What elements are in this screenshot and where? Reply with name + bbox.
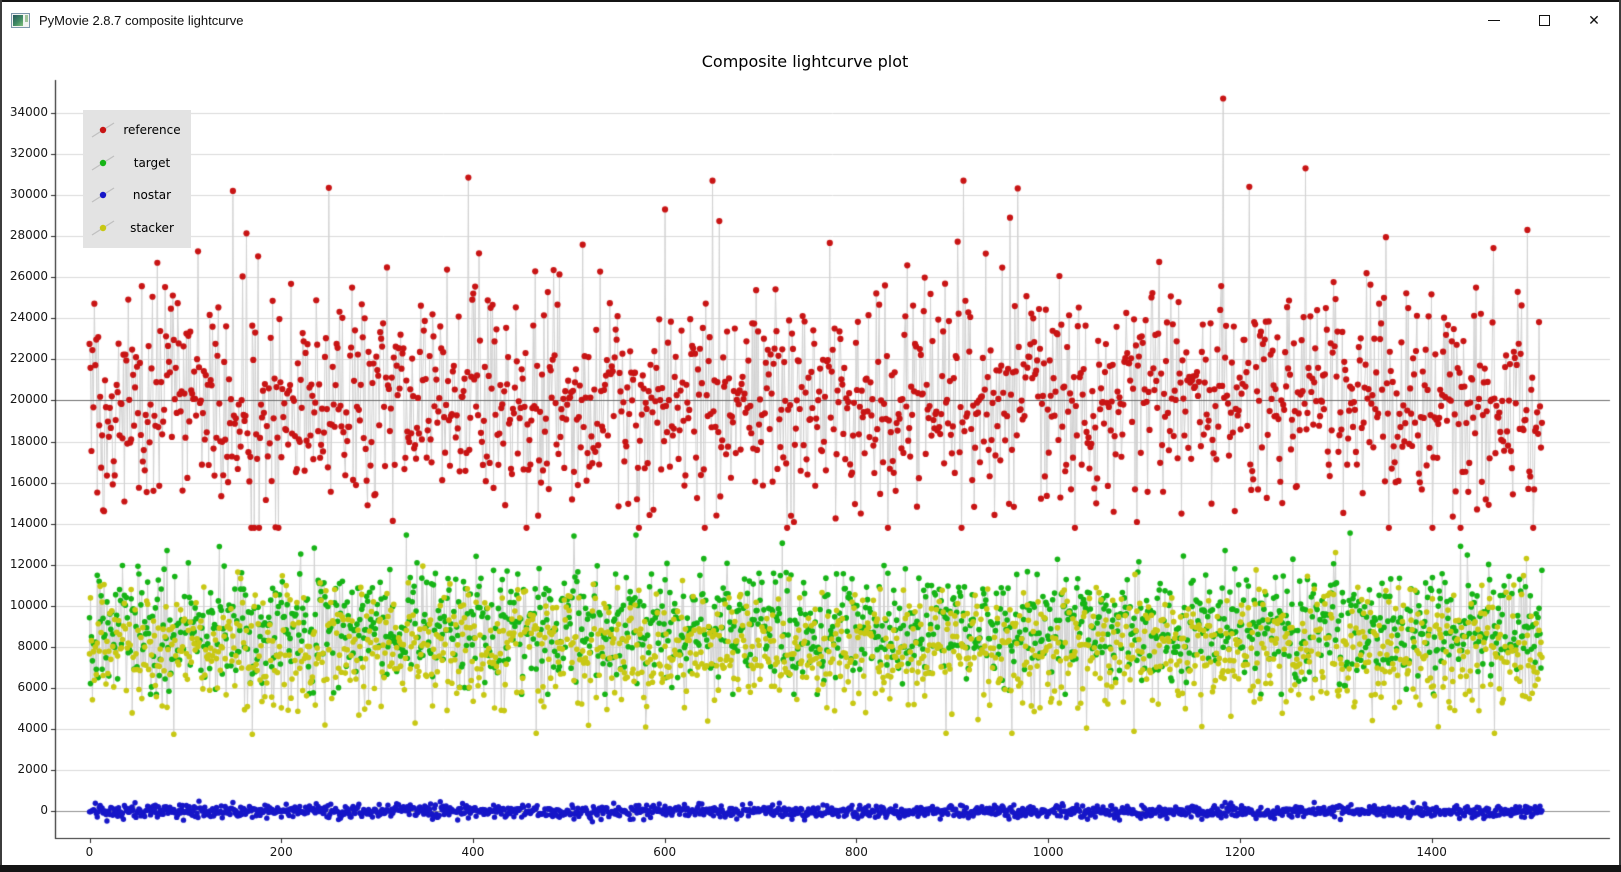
minimize-icon [1488,19,1500,21]
y-tick-label: 2000 [17,762,48,777]
y-tick-label: 30000 [9,187,48,202]
y-tick-label: 8000 [17,638,48,653]
y-tick-label: 4000 [17,721,48,736]
titlebar: PyMovie 2.8.7 composite lightcurve ✕ [2,2,1619,38]
x-tick-label: 0 [85,845,94,859]
legend: reference target nostar stacker [83,110,191,248]
legend-label: target [133,155,171,170]
x-tick-label: 1400 [1416,845,1447,859]
y-tick-label: 0 [40,803,48,818]
window-title: PyMovie 2.8.7 composite lightcurve [39,12,244,28]
window-controls: ✕ [1469,2,1619,38]
app-icon-art [13,14,23,26]
x-tick-label: 400 [461,845,485,859]
legend-entry-reference: reference [83,115,191,145]
y-tick-label: 10000 [9,597,48,612]
minimize-button[interactable] [1469,2,1519,38]
x-tick-label: 600 [653,845,677,859]
y-tick-label: 34000 [9,104,48,119]
app-icon-art2 [25,14,28,22]
legend-entry-nostar: nostar [83,180,191,210]
legend-label: nostar [132,188,172,203]
x-tick-label: 200 [269,845,293,859]
y-tick-label: 16000 [9,474,48,489]
x-tick-label: 1200 [1224,845,1256,859]
legend-entry-stacker: stacker [83,213,191,243]
maximize-icon [1538,14,1550,26]
chart-title: Composite lightcurve plot [701,52,909,71]
y-tick-label: 18000 [9,433,48,448]
y-tick-label: 32000 [9,145,48,160]
window-border-right [1619,0,1621,872]
maximize-button[interactable] [1519,2,1569,38]
legend-marker-stacker [91,220,115,236]
plot-area: Composite lightcurve plot reference targe… [0,38,1621,865]
legend-entry-target: target [83,148,191,178]
plot-canvas [0,38,1621,865]
y-tick-label: 28000 [9,228,48,243]
legend-marker-reference [91,122,115,138]
legend-label: stacker [130,220,174,235]
close-icon: ✕ [1588,12,1600,28]
y-tick-label: 20000 [9,392,48,407]
x-tick-label: 1000 [1032,845,1064,859]
y-tick-label: 14000 [9,515,48,530]
y-tick-label: 26000 [9,269,48,284]
y-tick-label: 22000 [9,351,48,366]
window-border-left [0,0,2,872]
close-button[interactable]: ✕ [1569,2,1619,38]
legend-label: reference [123,123,181,138]
window-border-top [0,0,1621,2]
legend-marker-nostar [91,187,115,203]
window-border-bottom [0,865,1621,872]
x-tick-label: 800 [845,845,868,859]
y-tick-label: 12000 [9,556,48,571]
y-tick-label: 6000 [17,680,48,695]
app-icon [11,12,30,28]
y-tick-label: 24000 [9,310,48,325]
legend-marker-target [91,155,115,171]
